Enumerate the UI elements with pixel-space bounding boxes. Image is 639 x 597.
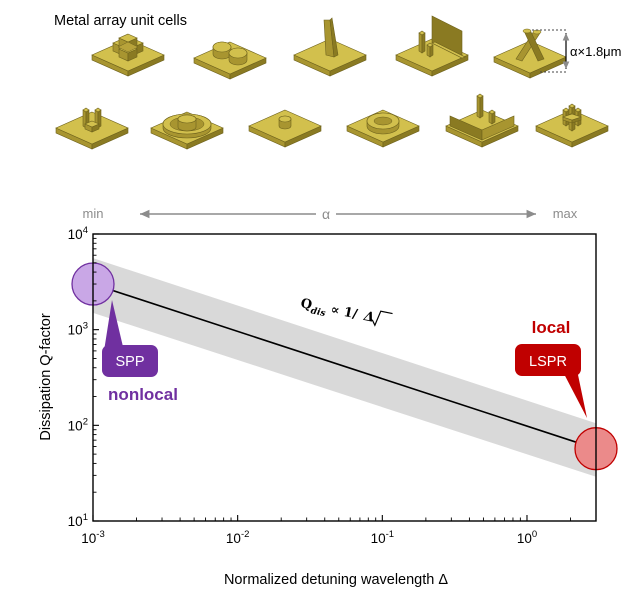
formula-sub: dis bbox=[310, 306, 326, 319]
corner-wall-cell bbox=[395, 15, 469, 77]
cross-lattice-cell bbox=[535, 103, 609, 148]
q-factor-chart: min α max 10-3 10-2 10-1 100 101 102 103 104 Qd… bbox=[38, 205, 618, 588]
lspr-desc: local bbox=[532, 318, 571, 337]
plot-frame bbox=[92, 233, 597, 522]
formula-radicand: Δ bbox=[362, 309, 376, 326]
frame-cell bbox=[445, 93, 519, 148]
spp-desc: nonlocal bbox=[108, 385, 178, 404]
alpha-max-label: max bbox=[553, 206, 578, 221]
alpha-axis: min α max bbox=[83, 205, 578, 222]
q-factor-fit-line bbox=[92, 283, 597, 450]
formula-one: 1/ bbox=[342, 305, 359, 322]
x-tick-label: 10-2 bbox=[226, 529, 249, 546]
y-tick-label: 103 bbox=[68, 321, 88, 338]
sqrt-sign bbox=[369, 310, 393, 327]
ring-disk-cell bbox=[150, 111, 224, 150]
spp-callout-pointer bbox=[104, 300, 124, 351]
lspr-callout-box bbox=[515, 344, 581, 376]
formula: Qdis ∝ 1/Δ bbox=[299, 296, 393, 329]
lspr-label: LSPR bbox=[529, 354, 567, 370]
slanted-pillar-cell bbox=[293, 17, 367, 77]
uncertainty-band bbox=[93, 258, 596, 477]
unit-cells-title: Metal array unit cells bbox=[54, 13, 187, 29]
v-rods-cell bbox=[493, 28, 567, 79]
alpha-min-label: min bbox=[83, 206, 104, 221]
x-tick-label: 100 bbox=[517, 529, 537, 546]
spp-callout: SPP nonlocal bbox=[102, 300, 178, 404]
alpha-symbol: α bbox=[322, 206, 330, 222]
double-disk-cell bbox=[193, 41, 267, 80]
y-tick-label: 102 bbox=[68, 416, 88, 433]
svg-text:Qdis ∝ 1/Δ: Qdis ∝ 1/Δ bbox=[299, 296, 376, 329]
axis-ticks: 10-3 10-2 10-1 100 101 102 103 104 bbox=[68, 225, 597, 546]
x-tick-label: 10-1 bbox=[371, 529, 394, 546]
x-tick-label: 10-3 bbox=[81, 529, 104, 546]
small-cylinder-cell bbox=[248, 109, 322, 148]
annulus-cell bbox=[346, 109, 420, 148]
y-axis-label: Dissipation Q-factor bbox=[38, 313, 54, 440]
spp-label: SPP bbox=[115, 354, 144, 370]
y-tick-label: 104 bbox=[68, 225, 88, 242]
lspr-callout-pointer bbox=[562, 370, 587, 418]
lspr-callout: local LSPR bbox=[515, 318, 587, 418]
x-axis-label: Normalized detuning wavelength Δ bbox=[224, 572, 448, 588]
unit-cells-panel bbox=[55, 15, 609, 150]
u-shape-cell bbox=[55, 107, 129, 150]
dimension-label: α×1.8μm bbox=[570, 44, 622, 59]
y-tick-label: 101 bbox=[68, 512, 88, 529]
spp-callout-box bbox=[102, 345, 158, 377]
formula-rel: ∝ bbox=[325, 301, 345, 319]
dimension-annotation: α×1.8μm bbox=[532, 29, 622, 73]
square-ring-cell bbox=[91, 33, 165, 77]
formula-lead: Q bbox=[299, 296, 313, 313]
